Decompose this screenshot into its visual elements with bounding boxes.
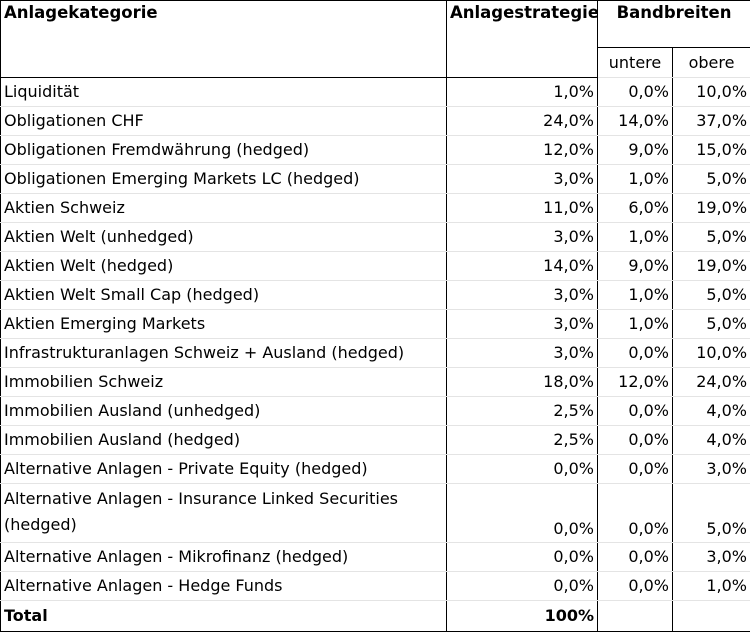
row-lower: 0,0%: [598, 543, 673, 572]
row-strategy: 0,0%: [447, 455, 598, 484]
row-strategy: 0,0%: [447, 543, 598, 572]
row-lower: 0,0%: [598, 397, 673, 426]
row-strategy: 0,0%: [447, 484, 598, 543]
row-lower: 9,0%: [598, 252, 673, 281]
row-category: Obligationen Emerging Markets LC (hedged…: [1, 165, 447, 194]
row-upper: 19,0%: [673, 252, 750, 281]
row-category: Alternative Anlagen - Hedge Funds: [1, 572, 447, 601]
row-strategy: 3,0%: [447, 310, 598, 339]
row-upper: 5,0%: [673, 484, 750, 543]
row-strategy: 14,0%: [447, 252, 598, 281]
row-category: Alternative Anlagen - Mikrofinanz (hedge…: [1, 543, 447, 572]
table-row: Obligationen Emerging Markets LC (hedged…: [1, 165, 750, 194]
row-upper: 3,0%: [673, 455, 750, 484]
total-lower: [598, 601, 673, 632]
table-row: Aktien Welt (unhedged)3,0%1,0%5,0%: [1, 223, 750, 252]
row-upper: 5,0%: [673, 281, 750, 310]
table-row: Infrastrukturanlagen Schweiz + Ausland (…: [1, 339, 750, 368]
table-row: Alternative Anlagen - Private Equity (he…: [1, 455, 750, 484]
row-lower: 1,0%: [598, 223, 673, 252]
row-strategy: 1,0%: [447, 78, 598, 107]
row-strategy: 2,5%: [447, 397, 598, 426]
row-strategy: 3,0%: [447, 165, 598, 194]
total-strategy: 100%: [447, 601, 598, 632]
table-row: Alternative Anlagen - Mikrofinanz (hedge…: [1, 543, 750, 572]
row-strategy: 3,0%: [447, 223, 598, 252]
row-strategy: 24,0%: [447, 107, 598, 136]
row-lower: 1,0%: [598, 281, 673, 310]
header-row: Anlagekategorie Anlagestrategie Bandbrei…: [1, 1, 750, 48]
row-upper: 4,0%: [673, 397, 750, 426]
row-category: Obligationen Fremdwährung (hedged): [1, 136, 447, 165]
table-row: Aktien Welt Small Cap (hedged)3,0%1,0%5,…: [1, 281, 750, 310]
row-strategy: 3,0%: [447, 281, 598, 310]
row-upper: 5,0%: [673, 310, 750, 339]
header-bands: Bandbreiten: [598, 1, 750, 48]
row-strategy: 11,0%: [447, 194, 598, 223]
row-lower: 0,0%: [598, 339, 673, 368]
row-upper: 3,0%: [673, 543, 750, 572]
row-category: Alternative Anlagen - Private Equity (he…: [1, 455, 447, 484]
row-strategy: 18,0%: [447, 368, 598, 397]
total-upper: [673, 601, 750, 632]
row-lower: 0,0%: [598, 426, 673, 455]
row-lower: 0,0%: [598, 78, 673, 107]
table-row: Immobilien Ausland (hedged)2,5%0,0%4,0%: [1, 426, 750, 455]
row-strategy: 3,0%: [447, 339, 598, 368]
header-strategy: Anlagestrategie: [447, 1, 598, 78]
row-category: Immobilien Ausland (hedged): [1, 426, 447, 455]
header-lower: untere: [598, 48, 673, 78]
row-strategy: 12,0%: [447, 136, 598, 165]
row-category: Obligationen CHF: [1, 107, 447, 136]
row-upper: 1,0%: [673, 572, 750, 601]
table-row: Obligationen Fremdwährung (hedged)12,0%9…: [1, 136, 750, 165]
row-category: Aktien Welt Small Cap (hedged): [1, 281, 447, 310]
row-upper: 10,0%: [673, 78, 750, 107]
row-lower: 0,0%: [598, 572, 673, 601]
row-upper: 4,0%: [673, 426, 750, 455]
row-category: Aktien Schweiz: [1, 194, 447, 223]
row-upper: 5,0%: [673, 223, 750, 252]
row-category: Aktien Emerging Markets: [1, 310, 447, 339]
row-strategy: 0,0%: [447, 572, 598, 601]
row-category: Aktien Welt (unhedged): [1, 223, 447, 252]
row-lower: 0,0%: [598, 484, 673, 543]
row-category: Liquidität: [1, 78, 447, 107]
row-lower: 1,0%: [598, 165, 673, 194]
table-row: Immobilien Ausland (unhedged)2,5%0,0%4,0…: [1, 397, 750, 426]
row-upper: 5,0%: [673, 165, 750, 194]
row-lower: 6,0%: [598, 194, 673, 223]
row-category: Immobilien Schweiz: [1, 368, 447, 397]
row-strategy: 2,5%: [447, 426, 598, 455]
row-upper: 10,0%: [673, 339, 750, 368]
row-upper: 15,0%: [673, 136, 750, 165]
row-lower: 9,0%: [598, 136, 673, 165]
table-row: Aktien Welt (hedged)14,0%9,0%19,0%: [1, 252, 750, 281]
row-lower: 0,0%: [598, 455, 673, 484]
row-category: Alternative Anlagen - Insurance Linked S…: [1, 484, 447, 543]
row-lower: 12,0%: [598, 368, 673, 397]
total-label: Total: [1, 601, 447, 632]
header-category: Anlagekategorie: [1, 1, 447, 78]
row-lower: 1,0%: [598, 310, 673, 339]
header-upper: obere: [673, 48, 750, 78]
row-upper: 37,0%: [673, 107, 750, 136]
row-category: Immobilien Ausland (unhedged): [1, 397, 447, 426]
table-row: Alternative Anlagen - Insurance Linked S…: [1, 484, 750, 543]
row-lower: 14,0%: [598, 107, 673, 136]
row-category: Infrastrukturanlagen Schweiz + Ausland (…: [1, 339, 447, 368]
row-upper: 24,0%: [673, 368, 750, 397]
row-upper: 19,0%: [673, 194, 750, 223]
row-category: Aktien Welt (hedged): [1, 252, 447, 281]
